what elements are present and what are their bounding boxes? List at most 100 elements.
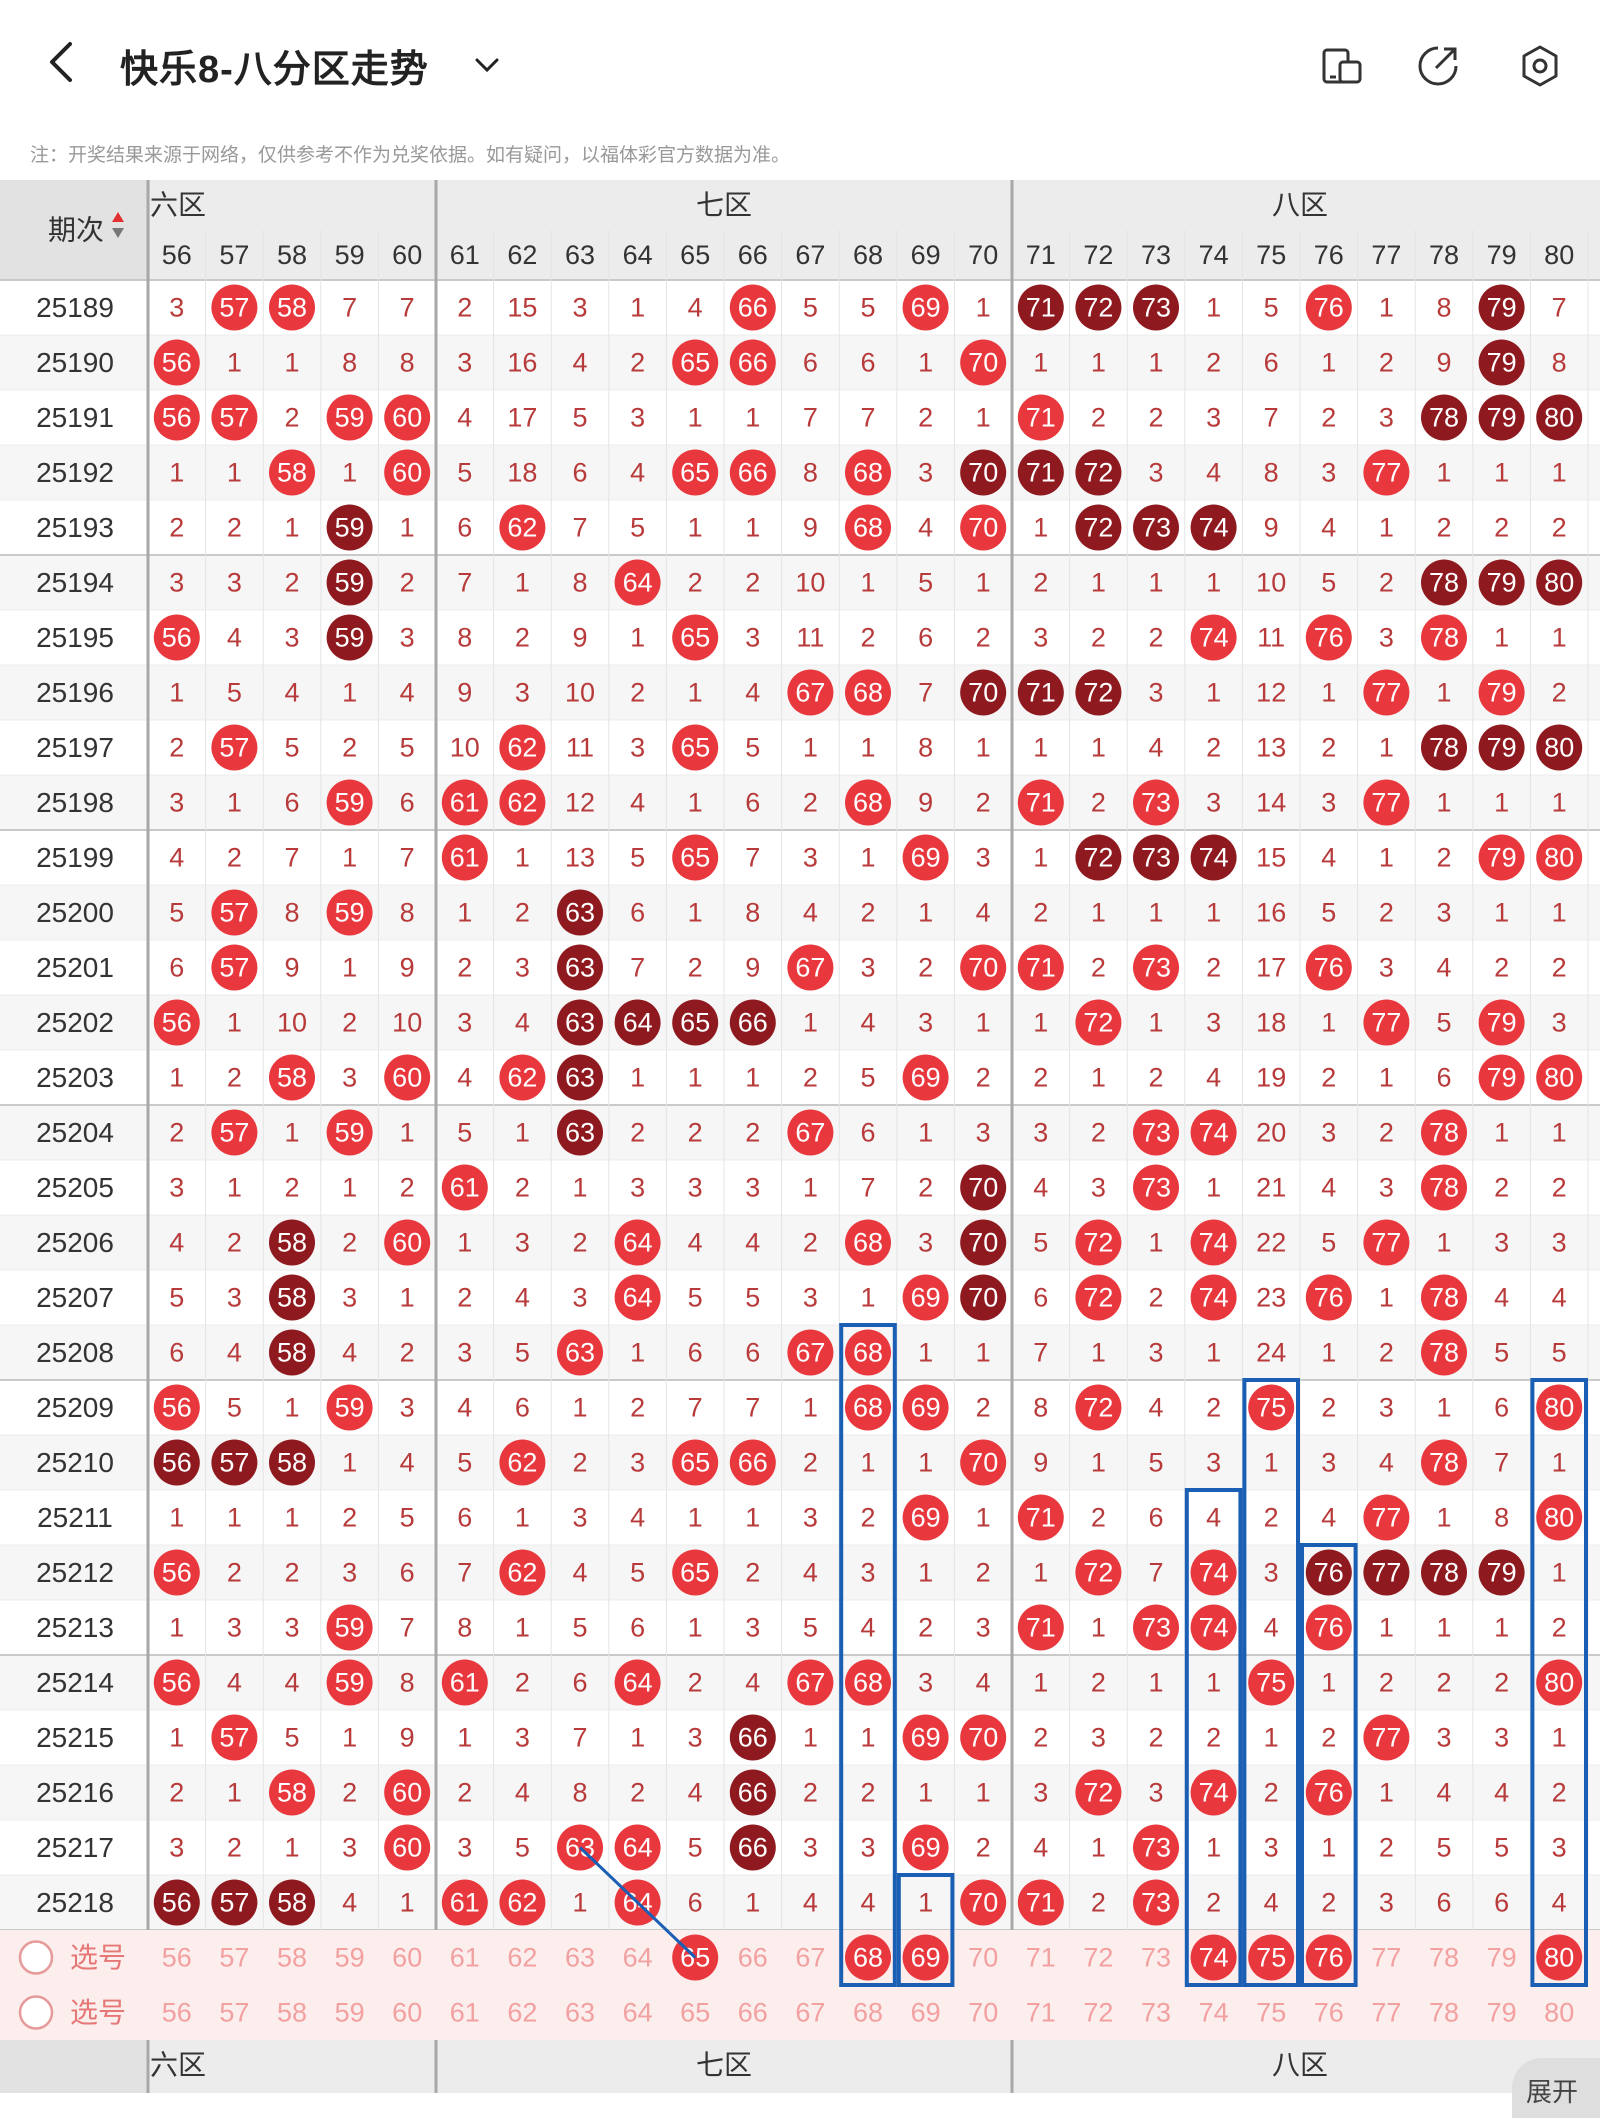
selected-ball[interactable]	[1305, 1934, 1352, 1981]
select-radio[interactable]	[18, 1940, 54, 1975]
selected-ball[interactable]	[1190, 1934, 1237, 1981]
period-cell-bg	[0, 556, 144, 609]
miss-count: 2	[457, 953, 472, 983]
hit-number: 56	[162, 1668, 192, 1698]
hit-number: 72	[1083, 458, 1113, 488]
miss-count: 2	[630, 678, 645, 708]
miss-count: 5	[457, 1118, 472, 1148]
hit-number: 65	[680, 733, 710, 763]
hit-ball	[1075, 504, 1122, 551]
hit-number: 61	[450, 1668, 480, 1698]
period-label: 25204	[36, 1117, 114, 1148]
selected-ball[interactable]	[845, 1934, 891, 1981]
miss-count: 1	[572, 1393, 587, 1423]
miss-count: 2	[1091, 1118, 1106, 1148]
miss-count: 10	[450, 733, 480, 763]
miss-count: 1	[803, 1173, 818, 1203]
miss-count: 1	[1379, 1283, 1394, 1313]
select-number: 58	[277, 1998, 307, 2028]
miss-count: 1	[284, 1393, 299, 1423]
period-label: 25194	[36, 567, 114, 598]
selected-ball[interactable]	[902, 1934, 949, 1981]
period-cell-bg	[0, 666, 144, 719]
device-layout-icon[interactable]	[1320, 44, 1364, 88]
hit-ball	[1190, 1274, 1237, 1321]
miss-count: 1	[803, 1723, 818, 1753]
hit-ball	[269, 1439, 315, 1486]
miss-count: 3	[1206, 788, 1221, 818]
share-icon[interactable]	[1416, 44, 1460, 88]
miss-count: 5	[515, 1338, 530, 1368]
miss-count: 2	[1148, 403, 1163, 433]
miss-count: 7	[457, 1558, 472, 1588]
page-title[interactable]: 快乐8-八分区走势	[120, 49, 429, 91]
miss-count: 1	[860, 843, 875, 873]
miss-count: 2	[1321, 1393, 1336, 1423]
hit-ball	[269, 1879, 315, 1926]
hit-number: 74	[1199, 1118, 1229, 1148]
miss-count: 6	[803, 348, 818, 378]
period-label: 25208	[36, 1337, 114, 1368]
miss-count: 1	[1091, 568, 1106, 598]
miss-count: 4	[284, 1668, 299, 1698]
hit-number: 65	[680, 348, 710, 378]
miss-count: 3	[1148, 1338, 1163, 1368]
miss-count: 2	[342, 1778, 357, 1808]
period-cell-bg	[0, 1711, 144, 1764]
miss-count: 9	[745, 953, 760, 983]
hit-number: 65	[680, 843, 710, 873]
hit-ball	[1421, 1109, 1467, 1156]
hit-ball	[729, 339, 776, 386]
disclaimer-note: 注：开奖结果来源于网络，仅供参考不作为兑奖依据。如有疑问，以福体彩官方数据为准。	[30, 145, 791, 166]
miss-count: 2	[1148, 1063, 1163, 1093]
expand-button[interactable]: 展开	[1512, 2058, 1600, 2118]
miss-count: 13	[565, 843, 595, 873]
miss-count: 1	[342, 678, 357, 708]
miss-count: 5	[630, 1558, 645, 1588]
hit-number: 59	[335, 898, 365, 928]
miss-count: 3	[169, 1173, 184, 1203]
period-header-label: 期次	[48, 215, 104, 246]
miss-count: 4	[400, 1448, 415, 1478]
hit-number: 80	[1544, 1063, 1574, 1093]
back-arrow-icon[interactable]	[40, 40, 84, 84]
selected-ball[interactable]	[1536, 1934, 1583, 1981]
hit-number: 57	[219, 403, 249, 433]
period-label: 25210	[36, 1447, 114, 1478]
miss-count: 23	[1256, 1283, 1286, 1313]
chevron-down-icon[interactable]	[472, 50, 502, 80]
miss-count: 1	[688, 513, 703, 543]
miss-count: 5	[572, 403, 587, 433]
settings-icon[interactable]	[1518, 44, 1562, 88]
hit-number: 71	[1026, 1613, 1056, 1643]
miss-count: 1	[284, 1833, 299, 1863]
hit-ball	[845, 779, 891, 826]
table-row	[0, 335, 1600, 390]
period-cell-bg	[0, 1766, 144, 1819]
period-label: 25202	[36, 1007, 114, 1038]
hit-number: 76	[1314, 1613, 1344, 1643]
miss-count: 6	[169, 1338, 184, 1368]
miss-count: 2	[227, 513, 242, 543]
miss-count: 1	[1206, 1668, 1221, 1698]
miss-count: 2	[860, 898, 875, 928]
hit-number: 70	[968, 1448, 998, 1478]
column-header-69: 69	[911, 240, 941, 270]
column-header-66: 66	[738, 240, 768, 270]
miss-count: 2	[342, 733, 357, 763]
miss-count: 1	[860, 568, 875, 598]
selected-ball[interactable]	[1248, 1934, 1295, 1981]
miss-count: 2	[1552, 1173, 1567, 1203]
period-cell-bg	[0, 721, 144, 774]
select-radio[interactable]	[18, 1995, 54, 2030]
annotation-box-80	[1530, 1378, 1589, 1987]
miss-count: 3	[918, 1008, 933, 1038]
period-label: 25205	[36, 1172, 114, 1203]
period-label: 25217	[36, 1832, 114, 1863]
select-label: 选号	[70, 1942, 126, 1973]
miss-count: 3	[515, 1723, 530, 1753]
hit-ball	[614, 1824, 661, 1871]
miss-count: 4	[227, 1338, 242, 1368]
miss-count: 3	[515, 953, 530, 983]
miss-count: 1	[1148, 348, 1163, 378]
